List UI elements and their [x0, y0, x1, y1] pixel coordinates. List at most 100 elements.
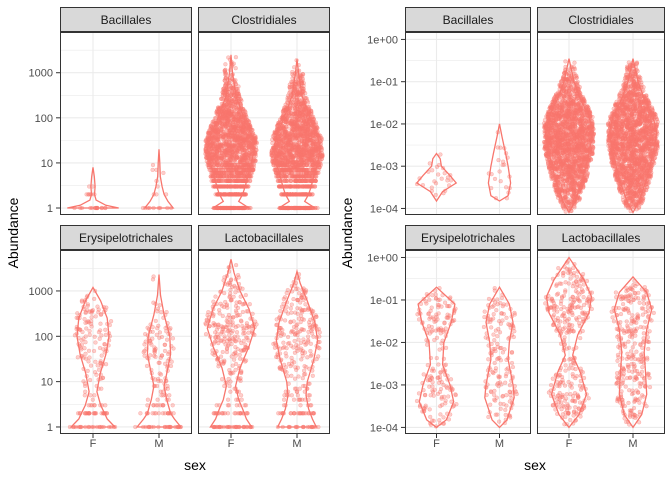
data-point [238, 178, 244, 184]
data-point [298, 152, 304, 158]
data-point [227, 333, 232, 338]
data-point [224, 160, 229, 165]
data-point [158, 355, 163, 360]
data-point [89, 403, 95, 408]
data-point [228, 157, 233, 162]
data-point [241, 178, 246, 184]
data-point [231, 154, 236, 159]
data-point [220, 136, 226, 141]
data-point [229, 118, 234, 123]
data-point [232, 184, 237, 189]
data-point [108, 319, 114, 324]
data-point [222, 158, 227, 163]
data-point [233, 124, 239, 129]
data-point [208, 147, 213, 152]
data-point [223, 75, 228, 80]
data-point [236, 134, 241, 139]
data-point [234, 154, 239, 159]
data-point [285, 374, 290, 379]
data-point [226, 106, 232, 112]
data-point [227, 123, 232, 128]
data-point [226, 103, 232, 108]
data-point [239, 116, 244, 121]
data-point [230, 144, 235, 149]
data-point [236, 119, 241, 124]
data-point [234, 184, 239, 189]
data-point [232, 135, 237, 141]
data-point [240, 167, 245, 173]
data-point [228, 165, 234, 170]
data-point [222, 141, 227, 146]
data-point [219, 96, 224, 101]
data-point [231, 184, 237, 189]
data-point [243, 342, 248, 347]
data-point [228, 97, 233, 102]
data-point [228, 156, 233, 162]
data-point [217, 143, 222, 148]
data-point [216, 105, 221, 110]
data-point [216, 170, 221, 176]
data-point [225, 178, 231, 184]
data-point [225, 184, 230, 189]
data-point [240, 184, 245, 189]
data-point [222, 78, 227, 83]
data-point [233, 184, 238, 189]
data-point [282, 393, 287, 398]
data-point [217, 143, 222, 148]
data-point [233, 115, 238, 120]
data-point [253, 139, 258, 144]
data-point [222, 149, 227, 154]
data-point [227, 103, 232, 109]
data-point [224, 104, 230, 109]
data-point [229, 85, 234, 90]
data-point [93, 314, 98, 319]
data-point [219, 162, 225, 168]
data-point [224, 127, 230, 132]
data-point [224, 151, 229, 157]
data-point [223, 192, 228, 197]
data-point [222, 120, 227, 125]
data-point [241, 338, 246, 344]
data-point [219, 122, 225, 127]
data-point [225, 110, 230, 116]
data-point [220, 192, 225, 197]
data-point [229, 97, 234, 102]
data-point [228, 192, 234, 197]
data-point [233, 102, 238, 107]
data-point [83, 334, 88, 339]
data-point [228, 160, 233, 165]
data-point [291, 296, 296, 302]
data-point [217, 184, 222, 189]
data-point [239, 157, 245, 162]
data-point [215, 146, 220, 151]
data-point [250, 167, 255, 173]
data-point [155, 306, 161, 311]
data-point [237, 174, 243, 179]
data-point [234, 170, 240, 176]
data-point [238, 128, 244, 133]
data-point [204, 139, 209, 144]
data-point [252, 133, 257, 139]
data-point [276, 153, 282, 159]
data-point [75, 355, 80, 360]
data-point [82, 381, 88, 386]
data-point [241, 328, 246, 333]
data-point [228, 178, 233, 184]
data-point [229, 104, 235, 109]
data-point [230, 152, 235, 158]
data-point [244, 160, 250, 165]
data-point [153, 318, 158, 324]
data-point [253, 158, 258, 163]
data-point [235, 174, 240, 179]
data-point [296, 133, 301, 139]
data-point [236, 116, 242, 121]
data-point [211, 158, 216, 164]
data-point [230, 162, 235, 168]
data-point [215, 134, 221, 139]
data-point [232, 133, 237, 138]
data-point [211, 132, 217, 137]
data-point [220, 158, 225, 163]
data-point [220, 170, 225, 176]
data-point [233, 285, 238, 290]
data-point [221, 339, 226, 344]
